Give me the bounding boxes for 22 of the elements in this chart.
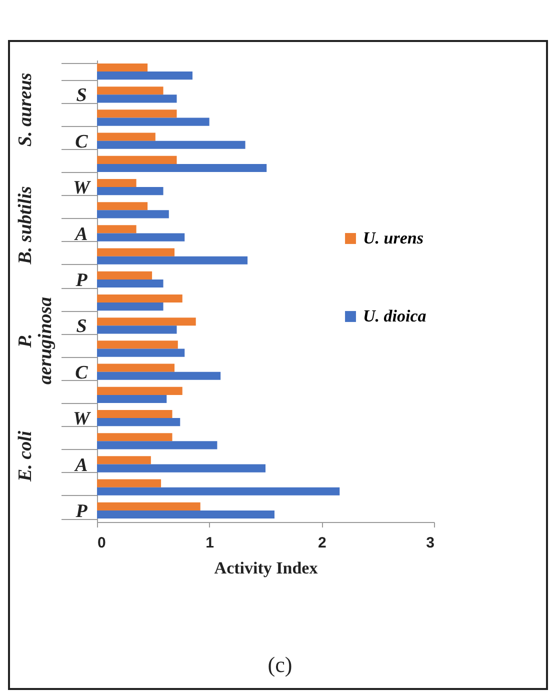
y-tick-label: A	[74, 224, 88, 245]
y-tick-label: A	[74, 454, 88, 476]
y-tick-label: P	[74, 500, 88, 522]
y-tick-label: S	[76, 316, 87, 338]
legend-label: U. urens	[363, 228, 424, 248]
x-tick-label: 3	[426, 534, 434, 552]
y-tick-label: S	[76, 85, 87, 106]
text: (c)	[266, 652, 294, 678]
text: S. aureus	[15, 72, 36, 147]
y-tick-label: C	[75, 362, 88, 384]
y-tick-label: P	[74, 270, 88, 291]
text: E. coli	[15, 430, 36, 482]
x-tick-label: 2	[318, 534, 326, 552]
x-tick-label: 1	[206, 534, 214, 552]
x-tick-label: 0	[98, 534, 106, 552]
text: B. subtilis	[15, 186, 36, 266]
y-tick-label: C	[75, 131, 88, 152]
y-tick-label: W	[73, 408, 92, 430]
y-tick-label: W	[73, 178, 92, 199]
x-axis-title: Activity Index	[214, 558, 318, 578]
text: P. aeruginosa	[15, 296, 56, 384]
legend-label: U. dioica	[363, 306, 427, 326]
